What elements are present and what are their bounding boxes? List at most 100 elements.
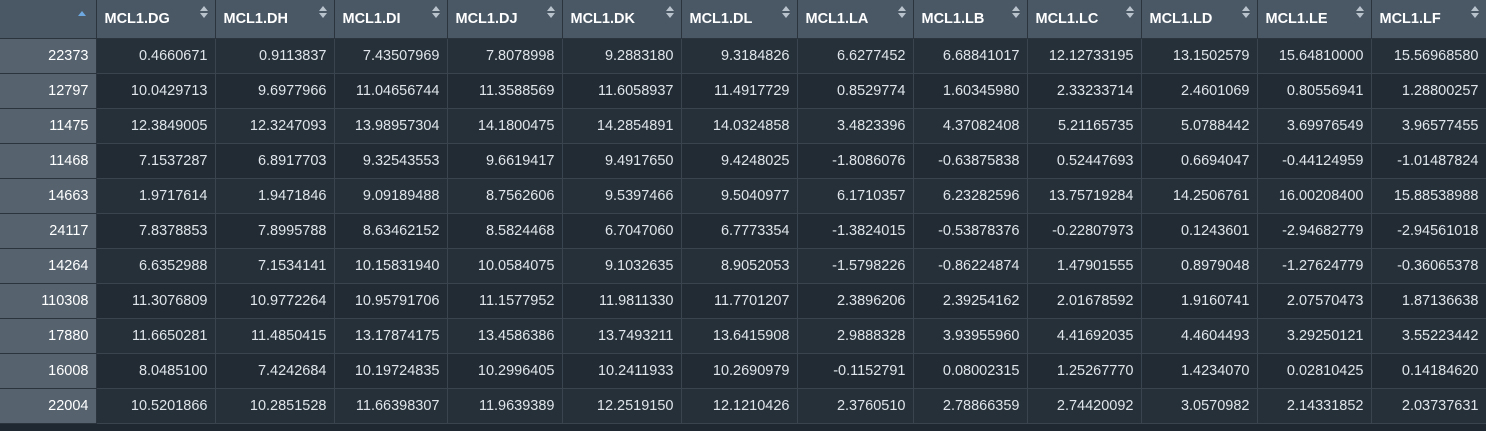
table-cell: 7.1534141 <box>215 248 335 284</box>
table-cell: 8.7562606 <box>447 178 563 214</box>
table-cell: 1.9160741 <box>1141 283 1258 319</box>
sort-arrows-icon[interactable] <box>665 6 674 20</box>
table-cell: 12.1210426 <box>681 388 798 424</box>
column-header-mcl1-dg[interactable]: MCL1.DG <box>96 0 216 39</box>
column-header-mcl1-dl[interactable]: MCL1.DL <box>681 0 798 39</box>
row-name: 110308 <box>0 283 97 319</box>
table-cell: 5.21165735 <box>1027 108 1142 144</box>
table-cell: 6.68841017 <box>913 38 1028 74</box>
table-cell: 13.98957304 <box>334 108 448 144</box>
sort-arrows-icon[interactable] <box>1241 6 1250 20</box>
table-cell: 9.6619417 <box>447 143 563 179</box>
sort-arrows-icon[interactable] <box>431 6 440 20</box>
table-cell: 10.2851528 <box>215 388 335 424</box>
sort-arrows-icon[interactable] <box>318 6 327 20</box>
sort-arrows-icon[interactable] <box>199 6 208 20</box>
table-cell: 0.8979048 <box>1141 248 1258 284</box>
column-header-label: MCL1.DI <box>342 10 401 27</box>
sort-arrows-icon[interactable] <box>897 6 906 20</box>
table-cell: 7.8378853 <box>96 213 216 249</box>
column-header-mcl1-lf[interactable]: MCL1.LF <box>1371 0 1486 39</box>
table-cell: 0.4660671 <box>96 38 216 74</box>
column-header-label: MCL1.DK <box>570 10 635 27</box>
table-row: 14663 1.9717614 1.9471846 9.09189488 8.75626… <box>0 178 1486 214</box>
table-cell: 13.7493211 <box>562 318 682 354</box>
table-cell: -0.1152791 <box>797 353 914 389</box>
table-cell: 11.9811330 <box>562 283 682 319</box>
table-row: 17880 11.6650281 11.4850415 13.17874175 13.4… <box>0 318 1486 354</box>
table-cell: 6.8917703 <box>215 143 335 179</box>
table-cell: 6.7773354 <box>681 213 798 249</box>
table-cell: 10.0584075 <box>447 248 563 284</box>
table-cell: 11.7701207 <box>681 283 798 319</box>
table-row: 16008 8.0485100 7.4242684 10.19724835 10.299… <box>0 353 1486 389</box>
table-cell: 0.08002315 <box>913 353 1028 389</box>
column-header-label: MCL1.DG <box>104 10 170 27</box>
row-name: 24117 <box>0 213 97 249</box>
table-cell: -2.94561018 <box>1371 213 1486 249</box>
table-cell: 9.32543553 <box>334 143 448 179</box>
column-header-label: MCL1.LA <box>805 10 869 27</box>
table-cell: -1.3824015 <box>797 213 914 249</box>
table-cell: 0.1243601 <box>1141 213 1258 249</box>
table-cell: 1.25267770 <box>1027 353 1142 389</box>
row-name: 11475 <box>0 108 97 144</box>
table-cell: 2.03737631 <box>1371 388 1486 424</box>
column-header-mcl1-lc[interactable]: MCL1.LC <box>1027 0 1142 39</box>
table-cell: 7.8995788 <box>215 213 335 249</box>
sort-arrows-icon[interactable] <box>1125 6 1134 20</box>
column-header-mcl1-dj[interactable]: MCL1.DJ <box>447 0 563 39</box>
table-cell: -1.27624779 <box>1257 248 1372 284</box>
column-header-mcl1-dh[interactable]: MCL1.DH <box>215 0 335 39</box>
row-name: 22373 <box>0 38 97 74</box>
table-cell: 10.95791706 <box>334 283 448 319</box>
row-name: 12797 <box>0 73 97 109</box>
table-cell: 11.66398307 <box>334 388 448 424</box>
table-cell: 8.5824468 <box>447 213 563 249</box>
sort-ascending-icon <box>78 11 86 16</box>
column-header-mcl1-la[interactable]: MCL1.LA <box>797 0 914 39</box>
table-cell: 2.78866359 <box>913 388 1028 424</box>
table-cell: 1.9717614 <box>96 178 216 214</box>
table-cell: 1.28800257 <box>1371 73 1486 109</box>
column-header-mcl1-ld[interactable]: MCL1.LD <box>1141 0 1258 39</box>
column-header-label: MCL1.DH <box>223 10 288 27</box>
column-header-mcl1-lb[interactable]: MCL1.LB <box>913 0 1028 39</box>
table-cell: 8.0485100 <box>96 353 216 389</box>
table-cell: 12.3849005 <box>96 108 216 144</box>
table-cell: 11.3588569 <box>447 73 563 109</box>
table-cell: 10.2411933 <box>562 353 682 389</box>
table-cell: 7.43507969 <box>334 38 448 74</box>
sort-arrows-icon[interactable] <box>1011 6 1020 20</box>
row-name: 17880 <box>0 318 97 354</box>
table-cell: 2.3760510 <box>797 388 914 424</box>
column-header-label: MCL1.LF <box>1379 10 1441 27</box>
table-cell: -0.86224874 <box>913 248 1028 284</box>
table-row: 11475 12.3849005 12.3247093 13.98957304 14.1… <box>0 108 1486 144</box>
table-cell: 11.6058937 <box>562 73 682 109</box>
table-cell: 7.1537287 <box>96 143 216 179</box>
sort-arrows-icon[interactable] <box>1470 6 1479 20</box>
table-cell: 0.80556941 <box>1257 73 1372 109</box>
sort-arrows-icon[interactable] <box>1355 6 1364 20</box>
column-header-mcl1-di[interactable]: MCL1.DI <box>334 0 448 39</box>
rowname-header[interactable] <box>0 0 97 39</box>
sort-arrows-icon[interactable] <box>781 6 790 20</box>
table-cell: 15.88538988 <box>1371 178 1486 214</box>
table-cell: 7.4242684 <box>215 353 335 389</box>
table-cell: -0.44124959 <box>1257 143 1372 179</box>
table-cell: 8.9052053 <box>681 248 798 284</box>
table-cell: 10.2690979 <box>681 353 798 389</box>
table-cell: 11.6650281 <box>96 318 216 354</box>
column-header-mcl1-dk[interactable]: MCL1.DK <box>562 0 682 39</box>
table-cell: 2.33233714 <box>1027 73 1142 109</box>
table-cell: 2.4601069 <box>1141 73 1258 109</box>
table-cell: 11.3076809 <box>96 283 216 319</box>
table-row: 22004 10.5201866 10.2851528 11.66398307 11.9… <box>0 388 1486 424</box>
table-cell: -1.5798226 <box>797 248 914 284</box>
column-header-mcl1-le[interactable]: MCL1.LE <box>1257 0 1372 39</box>
table-cell: 1.4234070 <box>1141 353 1258 389</box>
table-body: 22373 0.4660671 0.9113837 7.43507969 7.80789… <box>0 38 1486 424</box>
sort-arrows-icon[interactable] <box>546 6 555 20</box>
